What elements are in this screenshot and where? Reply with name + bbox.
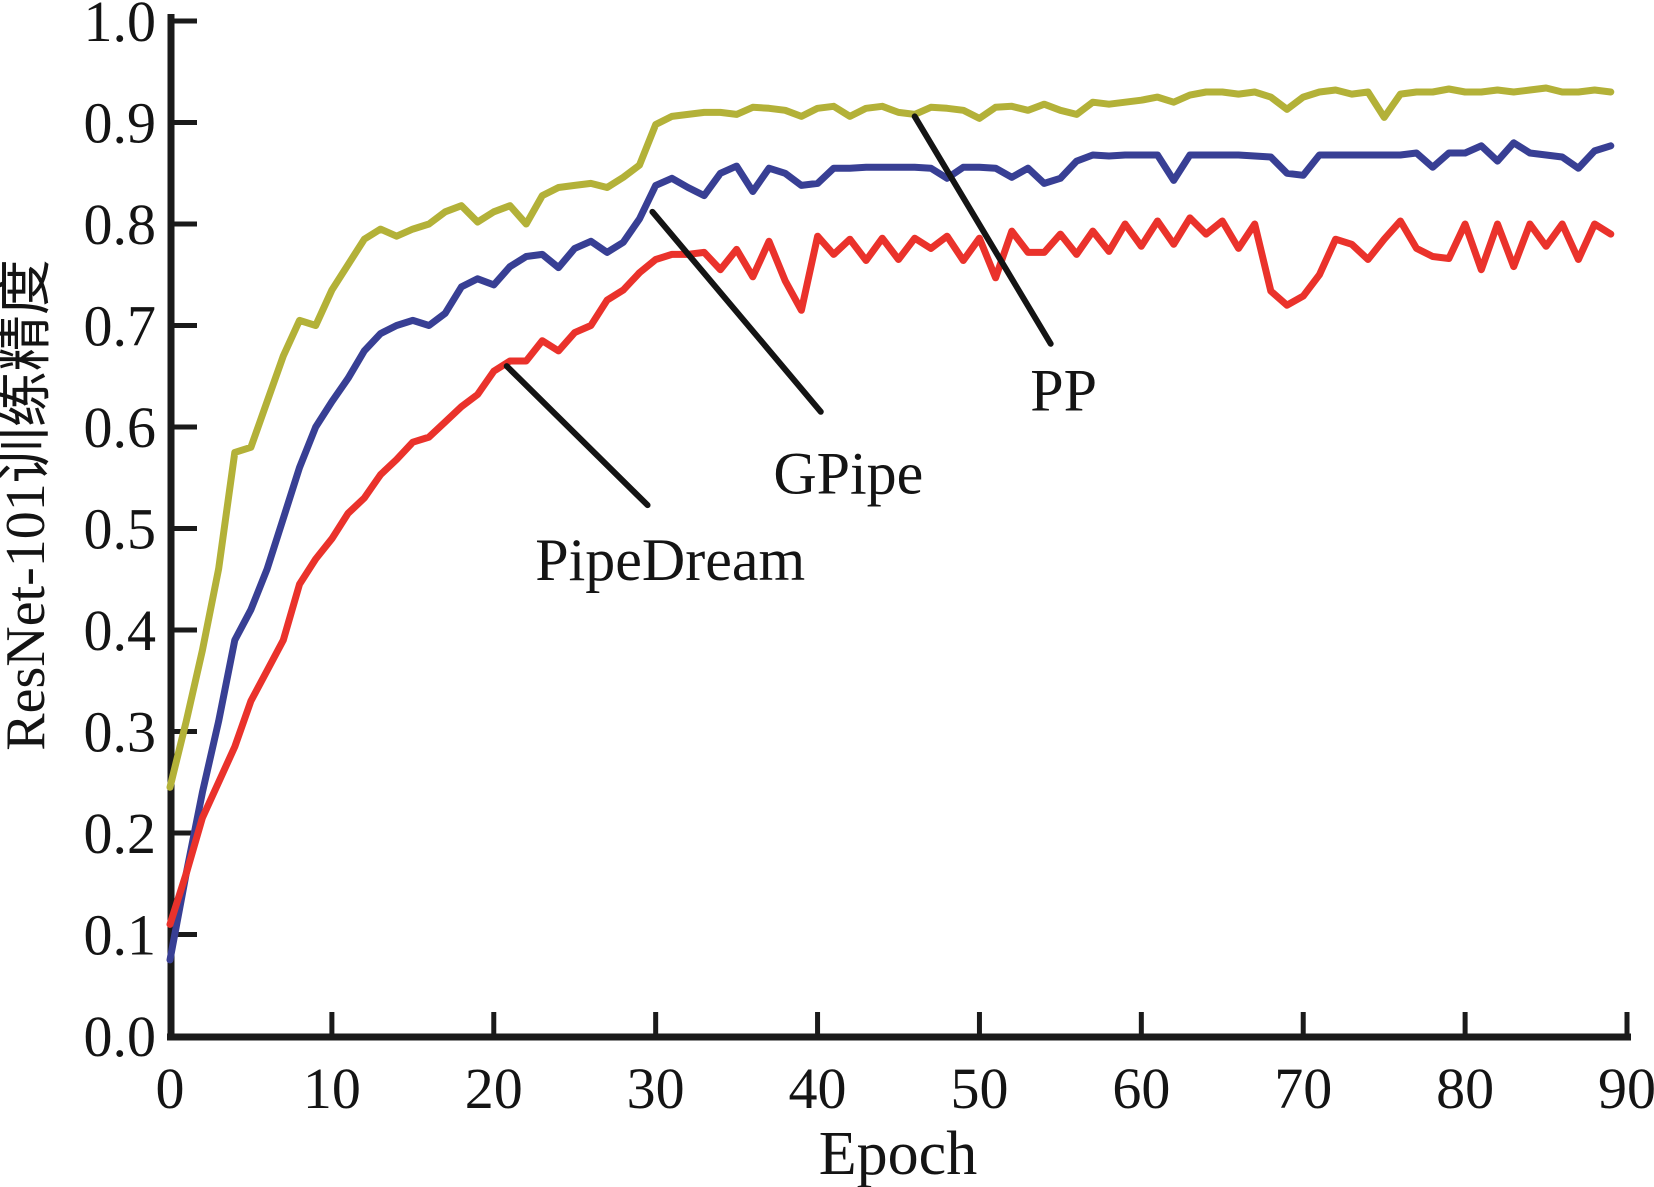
y-tick-label: 0.0: [84, 1004, 157, 1069]
x-tick-label: 60: [1112, 1056, 1170, 1121]
x-tick-label: 40: [789, 1056, 847, 1121]
gpipe-series-line: [166, 139, 1615, 964]
pipedream-series-line: [166, 214, 1615, 928]
pp-annotation-line: [911, 113, 1054, 347]
y-tick-label: 0.3: [84, 700, 157, 765]
x-tick-label: 70: [1274, 1056, 1332, 1121]
y-tick-label: 0.1: [84, 903, 157, 968]
pp-annotation-label: PP: [1030, 357, 1097, 423]
x-tick-label: 50: [950, 1056, 1008, 1121]
x-tick-label: 80: [1436, 1056, 1494, 1121]
x-tick-label: 10: [303, 1056, 361, 1121]
x-tick-label: 90: [1598, 1056, 1654, 1121]
axes: 0.0 0.1 0.2 0.3 0.4 0.5 0.6 0.7 0.8 0.9 1.0 0 10 20 30…: [84, 0, 1654, 1121]
pipedream-annotation-label: PipeDream: [535, 527, 805, 593]
x-tick-label: 20: [465, 1056, 523, 1121]
x-tick-label: 0: [156, 1056, 185, 1121]
x-axis-title: Epoch: [819, 1120, 977, 1187]
gpipe-annotation-line: [649, 208, 824, 415]
y-tick-label: 0.4: [84, 598, 157, 663]
gpipe-annotation-label: GPipe: [773, 441, 923, 507]
y-tick-label: 0.7: [84, 294, 157, 359]
annotations: PipeDream GPipe PP: [503, 113, 1097, 593]
y-tick-label: 1.0: [84, 0, 157, 54]
x-tick-label: 30: [627, 1056, 685, 1121]
y-tick-label: 0.5: [84, 497, 157, 562]
y-tick-label: 0.2: [84, 801, 157, 866]
y-tick-label: 0.6: [84, 395, 157, 460]
y-tick-label: 0.8: [84, 192, 157, 257]
pipedream-annotation-line: [503, 363, 651, 509]
series-lines: [166, 84, 1615, 964]
y-tick-label: 0.9: [84, 91, 157, 156]
y-axis-title: ResNet-101训练精度: [0, 259, 57, 751]
pp-series-line: [166, 84, 1615, 791]
